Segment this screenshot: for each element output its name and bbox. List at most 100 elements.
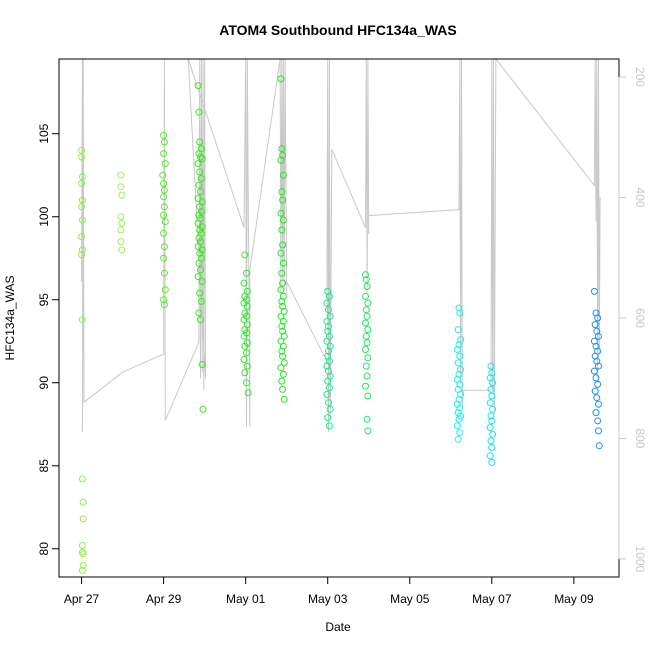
data-point <box>198 155 206 163</box>
data-point <box>457 412 465 420</box>
chart-title: ATOM4 Southbound HFC134a_WAS <box>219 22 457 38</box>
data-point <box>160 138 168 146</box>
data-point <box>591 387 599 395</box>
data-point <box>279 370 287 378</box>
data-point <box>280 359 288 367</box>
data-point <box>486 424 494 432</box>
data-point <box>362 306 370 314</box>
data-point <box>78 203 86 211</box>
data-point <box>160 301 168 309</box>
data-point <box>196 226 204 234</box>
data-points <box>78 75 603 574</box>
data-point <box>160 211 168 219</box>
data-point <box>456 309 464 317</box>
data-point <box>277 286 285 294</box>
data-point <box>457 336 465 344</box>
series-5 <box>277 75 288 403</box>
data-point <box>595 400 602 408</box>
data-point <box>196 289 204 297</box>
data-point <box>195 211 203 219</box>
data-point <box>161 218 169 226</box>
data-point <box>364 299 372 307</box>
data-point <box>489 430 497 438</box>
data-point <box>593 394 601 402</box>
data-point <box>455 395 463 403</box>
data-point <box>594 380 602 388</box>
data-point <box>362 346 369 353</box>
data-point <box>78 566 86 574</box>
data-point <box>488 444 496 451</box>
data-point <box>196 249 204 257</box>
data-point <box>79 550 87 558</box>
data-point <box>196 138 204 146</box>
data-point <box>279 171 287 179</box>
data-point <box>456 404 464 412</box>
data-point <box>243 349 250 357</box>
data-point <box>364 427 372 435</box>
data-point <box>362 271 369 279</box>
data-point <box>78 542 86 549</box>
data-point <box>244 389 252 397</box>
data-point <box>278 188 286 196</box>
data-point <box>198 278 206 285</box>
x-tick-label: Apr 27 <box>64 592 100 606</box>
data-point <box>362 362 370 370</box>
data-point <box>486 399 494 407</box>
data-point <box>195 309 203 317</box>
data-point <box>78 153 86 161</box>
data-point <box>594 314 602 322</box>
data-point <box>118 219 126 227</box>
data-point <box>197 175 205 182</box>
right-tick-label: 1000 <box>633 546 647 573</box>
data-point <box>277 249 285 257</box>
data-point <box>196 168 204 176</box>
data-point <box>195 150 203 158</box>
data-point <box>160 150 168 158</box>
altitude-line <box>81 57 601 433</box>
data-point <box>117 171 125 179</box>
data-point <box>455 370 463 378</box>
series-0 <box>78 146 87 574</box>
data-point <box>198 361 206 368</box>
data-point <box>593 327 601 335</box>
data-point <box>197 297 205 305</box>
data-point <box>325 399 332 407</box>
data-point <box>160 186 168 194</box>
data-point <box>362 332 370 340</box>
data-point <box>325 422 333 430</box>
data-point <box>591 352 599 360</box>
data-point <box>160 180 168 187</box>
data-point <box>325 322 332 330</box>
data-point <box>279 327 287 335</box>
data-point <box>364 392 372 400</box>
data-point <box>78 173 86 181</box>
data-point <box>326 312 334 320</box>
data-point <box>488 369 496 377</box>
right-axis: 200 400 600 800 1000 <box>618 67 647 573</box>
data-point <box>195 259 203 267</box>
data-point <box>197 188 204 196</box>
data-point <box>241 342 249 350</box>
data-point <box>278 145 286 153</box>
data-point <box>279 259 287 267</box>
data-point <box>594 417 602 425</box>
data-point <box>195 181 203 189</box>
data-point <box>280 395 288 403</box>
x-axis: Apr 27 Apr 29 May 01 May 03 May 05 May 07 May … <box>64 576 594 606</box>
data-point <box>240 356 248 363</box>
data-point <box>326 342 334 350</box>
data-point <box>78 216 86 224</box>
data-point <box>363 372 371 380</box>
data-point <box>325 306 332 314</box>
data-point <box>456 380 464 388</box>
data-point <box>278 226 286 234</box>
data-point <box>78 246 86 254</box>
data-point <box>362 276 370 284</box>
data-point <box>279 196 287 204</box>
data-point <box>595 362 602 370</box>
data-point <box>196 203 204 211</box>
data-point <box>324 352 332 360</box>
data-point <box>160 131 168 139</box>
data-point <box>325 367 332 375</box>
